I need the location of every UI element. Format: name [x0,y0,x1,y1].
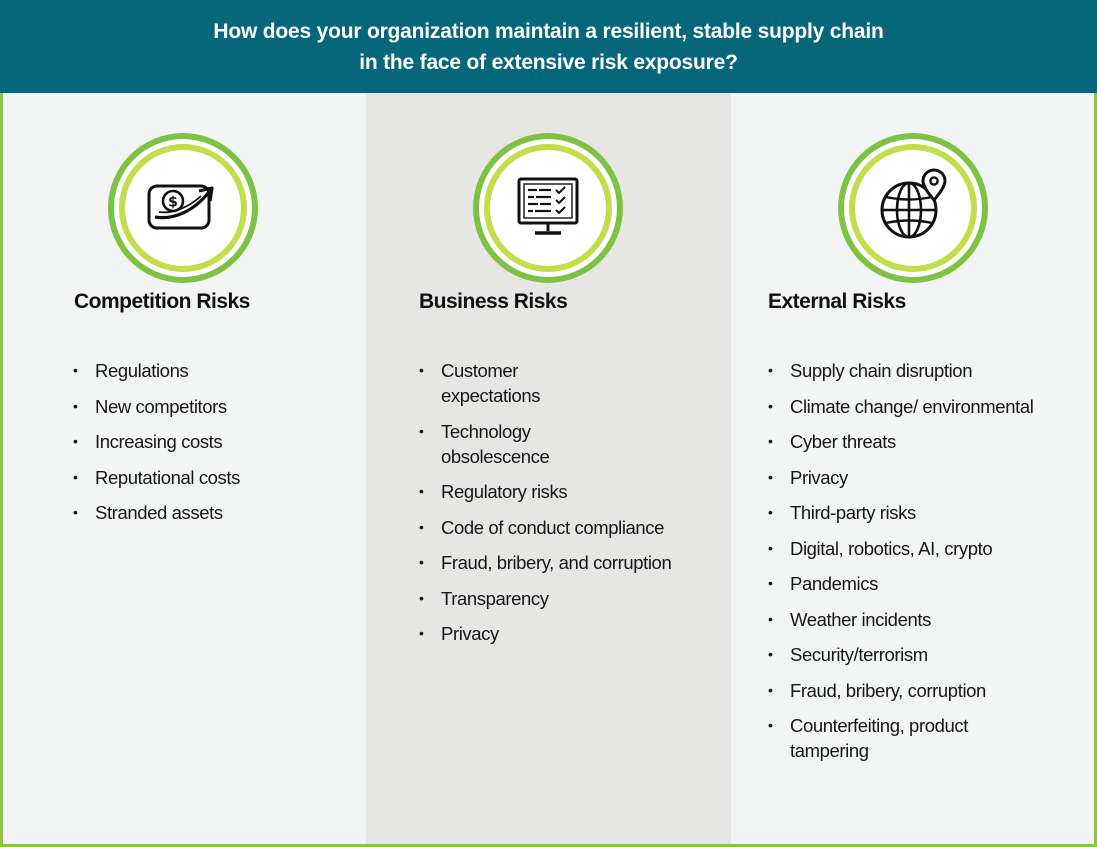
column-title-external: External Risks [768,290,906,313]
column-business-risks: Business Risks Customer expectations Tec… [366,93,731,844]
list-item: Increasing costs [73,429,353,454]
list-item: New competitors [73,394,353,419]
list-item: Pandemics [768,571,1088,596]
column-external-risks: External Risks Supply chain disruption C… [731,93,1094,844]
list-item: Weather incidents [768,607,1088,632]
header-banner: How does your organization maintain a re… [0,0,1097,93]
list-item: Stranded assets [73,500,353,525]
competition-risk-list: Regulations New competitors Increasing c… [73,358,353,536]
list-item: Cyber threats [768,429,1088,454]
column-title-business: Business Risks [419,290,568,313]
money-growth-icon: $ [147,184,214,230]
external-icon-badge [838,133,988,283]
list-item: Climate change/ environmental [768,394,1088,419]
header-title-line-2: in the face of extensive risk exposure? [359,50,738,74]
column-title-competition: Competition Risks [74,290,250,313]
list-item: Digital, robotics, AI, crypto [768,536,1088,561]
list-item: Transparency [419,586,719,611]
list-item: Fraud, bribery, and corruption [419,550,719,575]
list-item: Third-party risks [768,500,1088,525]
list-item: Supply chain disruption [768,358,1088,383]
header-title-line-1: How does your organization maintain a re… [213,19,884,43]
list-item: Fraud, bribery, corruption [768,678,1088,703]
business-icon-badge [473,133,623,283]
list-item: Code of conduct compliance [419,515,719,540]
list-item: Counterfeiting, product tampering [768,713,1020,763]
competition-icon-badge: $ [108,133,258,283]
header-title: How does your organization maintain a re… [213,16,883,78]
list-item: Regulations [73,358,353,383]
external-risk-list: Supply chain disruption Climate change/ … [768,358,1088,774]
list-item: Reputational costs [73,465,353,490]
list-item: Privacy [419,621,719,646]
list-item: Regulatory risks [419,479,719,504]
list-item: Customer expectations [419,358,591,408]
globe-location-icon [880,168,947,239]
list-item: Security/terrorism [768,642,1088,667]
list-item: Privacy [768,465,1088,490]
column-competition-risks: $ Competition Risks Regulations New comp… [3,93,366,844]
monitor-checklist-icon [517,177,579,235]
list-item: Technology obsolescence [419,419,591,469]
business-risk-list: Customer expectations Technology obsoles… [419,358,719,657]
svg-text:$: $ [168,195,178,211]
